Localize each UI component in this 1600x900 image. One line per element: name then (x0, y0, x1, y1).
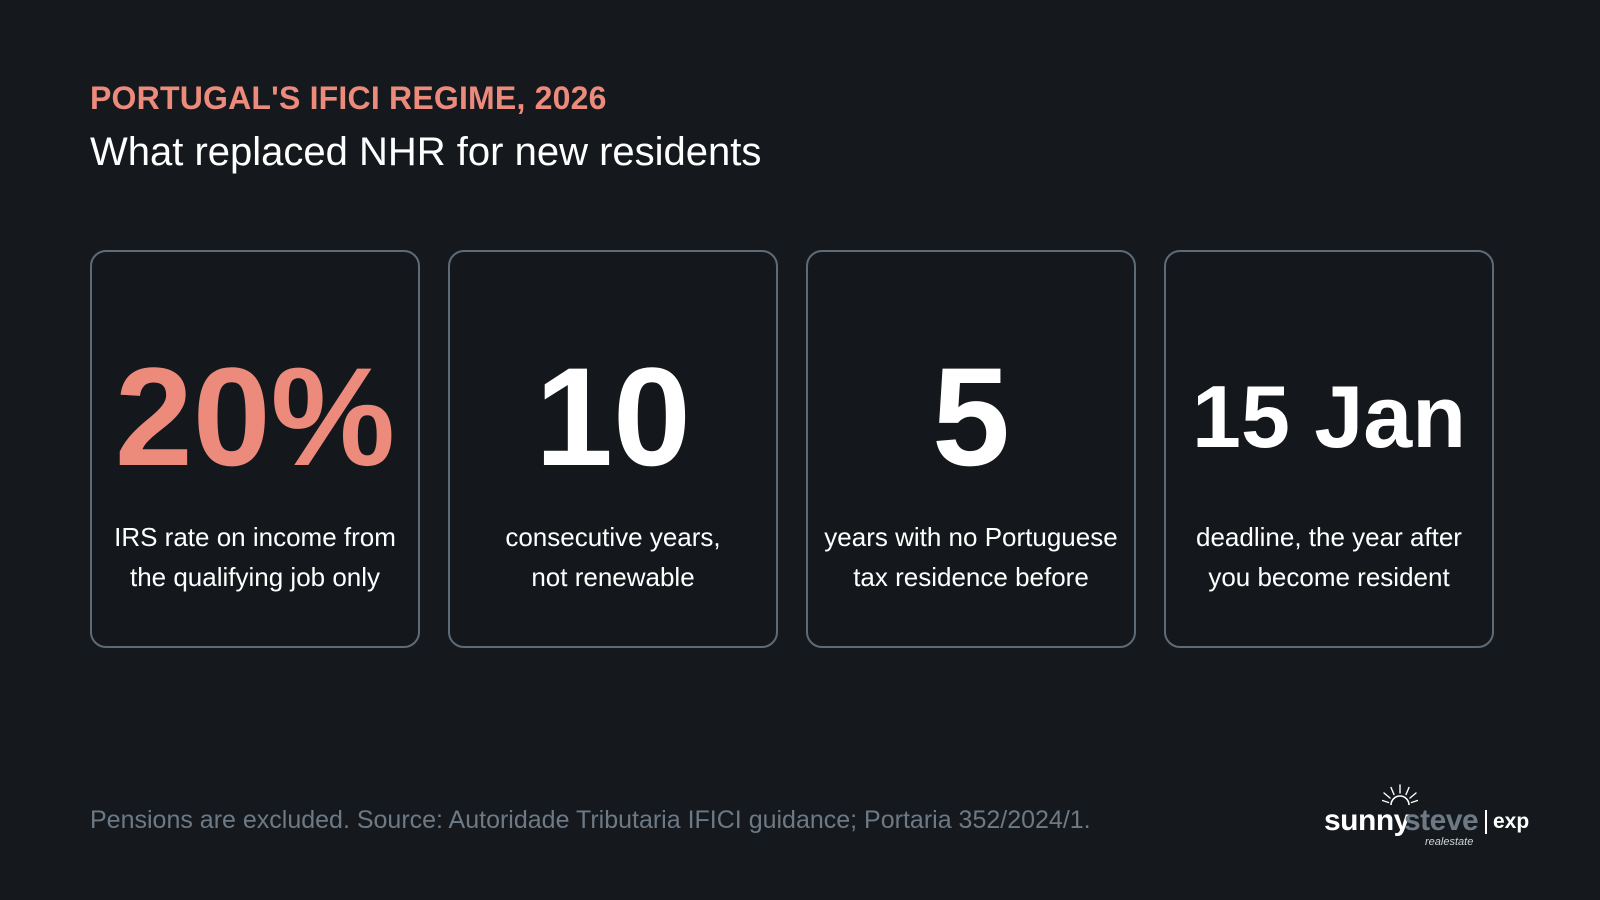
stat-value: 10 (535, 338, 691, 495)
stat-caption-line: consecutive years, (505, 522, 721, 552)
logo-wordmark-steve: steve (1404, 804, 1479, 837)
stat-caption-line: deadline, the year after (1196, 522, 1462, 552)
stat-card-rate: 20% IRS rate on income from the qualifyi… (90, 250, 420, 648)
partner-logo: exp (1493, 810, 1530, 833)
stat-caption-line: tax residence before (853, 562, 1089, 592)
stat-caption-line: the qualifying job only (129, 562, 381, 592)
stat-card-years: 10 consecutive years, not renewable (448, 250, 778, 648)
logo-subtitle: realestate (1425, 836, 1474, 848)
stat-caption: consecutive years, not renewable (462, 517, 764, 597)
stat-caption: years with no Portuguese tax residence b… (820, 517, 1122, 597)
stat-value: 20% (114, 338, 396, 495)
stat-value: 15 Jan (1192, 367, 1466, 466)
stat-caption-line: IRS rate on income from (114, 522, 396, 552)
stat-caption-line: you become resident (1208, 562, 1450, 592)
slide-kicker: PORTUGAL'S IFICI REGIME, 2026 (90, 80, 607, 116)
stat-card-deadline: 15 Jan deadline, the year after you beco… (1164, 250, 1494, 648)
stat-caption-line: years with no Portuguese (824, 522, 1118, 552)
stat-caption: deadline, the year after you become resi… (1178, 517, 1480, 597)
stat-cards: 20% IRS rate on income from the qualifyi… (90, 250, 1494, 648)
slide-title: What replaced NHR for new residents (90, 130, 762, 174)
stat-caption-line: not renewable (531, 562, 695, 592)
stat-caption: IRS rate on income from the qualifying j… (104, 517, 406, 597)
sun-rays-icon (1382, 784, 1418, 806)
logo-wordmark-sunny: sunny (1324, 804, 1410, 837)
brand-logo: sunny steve realestate exp (1320, 784, 1530, 848)
stat-card-non-residence: 5 years with no Portuguese tax residence… (806, 250, 1136, 648)
logo-divider (1485, 810, 1487, 834)
source-footnote: Pensions are excluded. Source: Autoridad… (90, 806, 1091, 834)
stat-value: 5 (932, 338, 1010, 495)
